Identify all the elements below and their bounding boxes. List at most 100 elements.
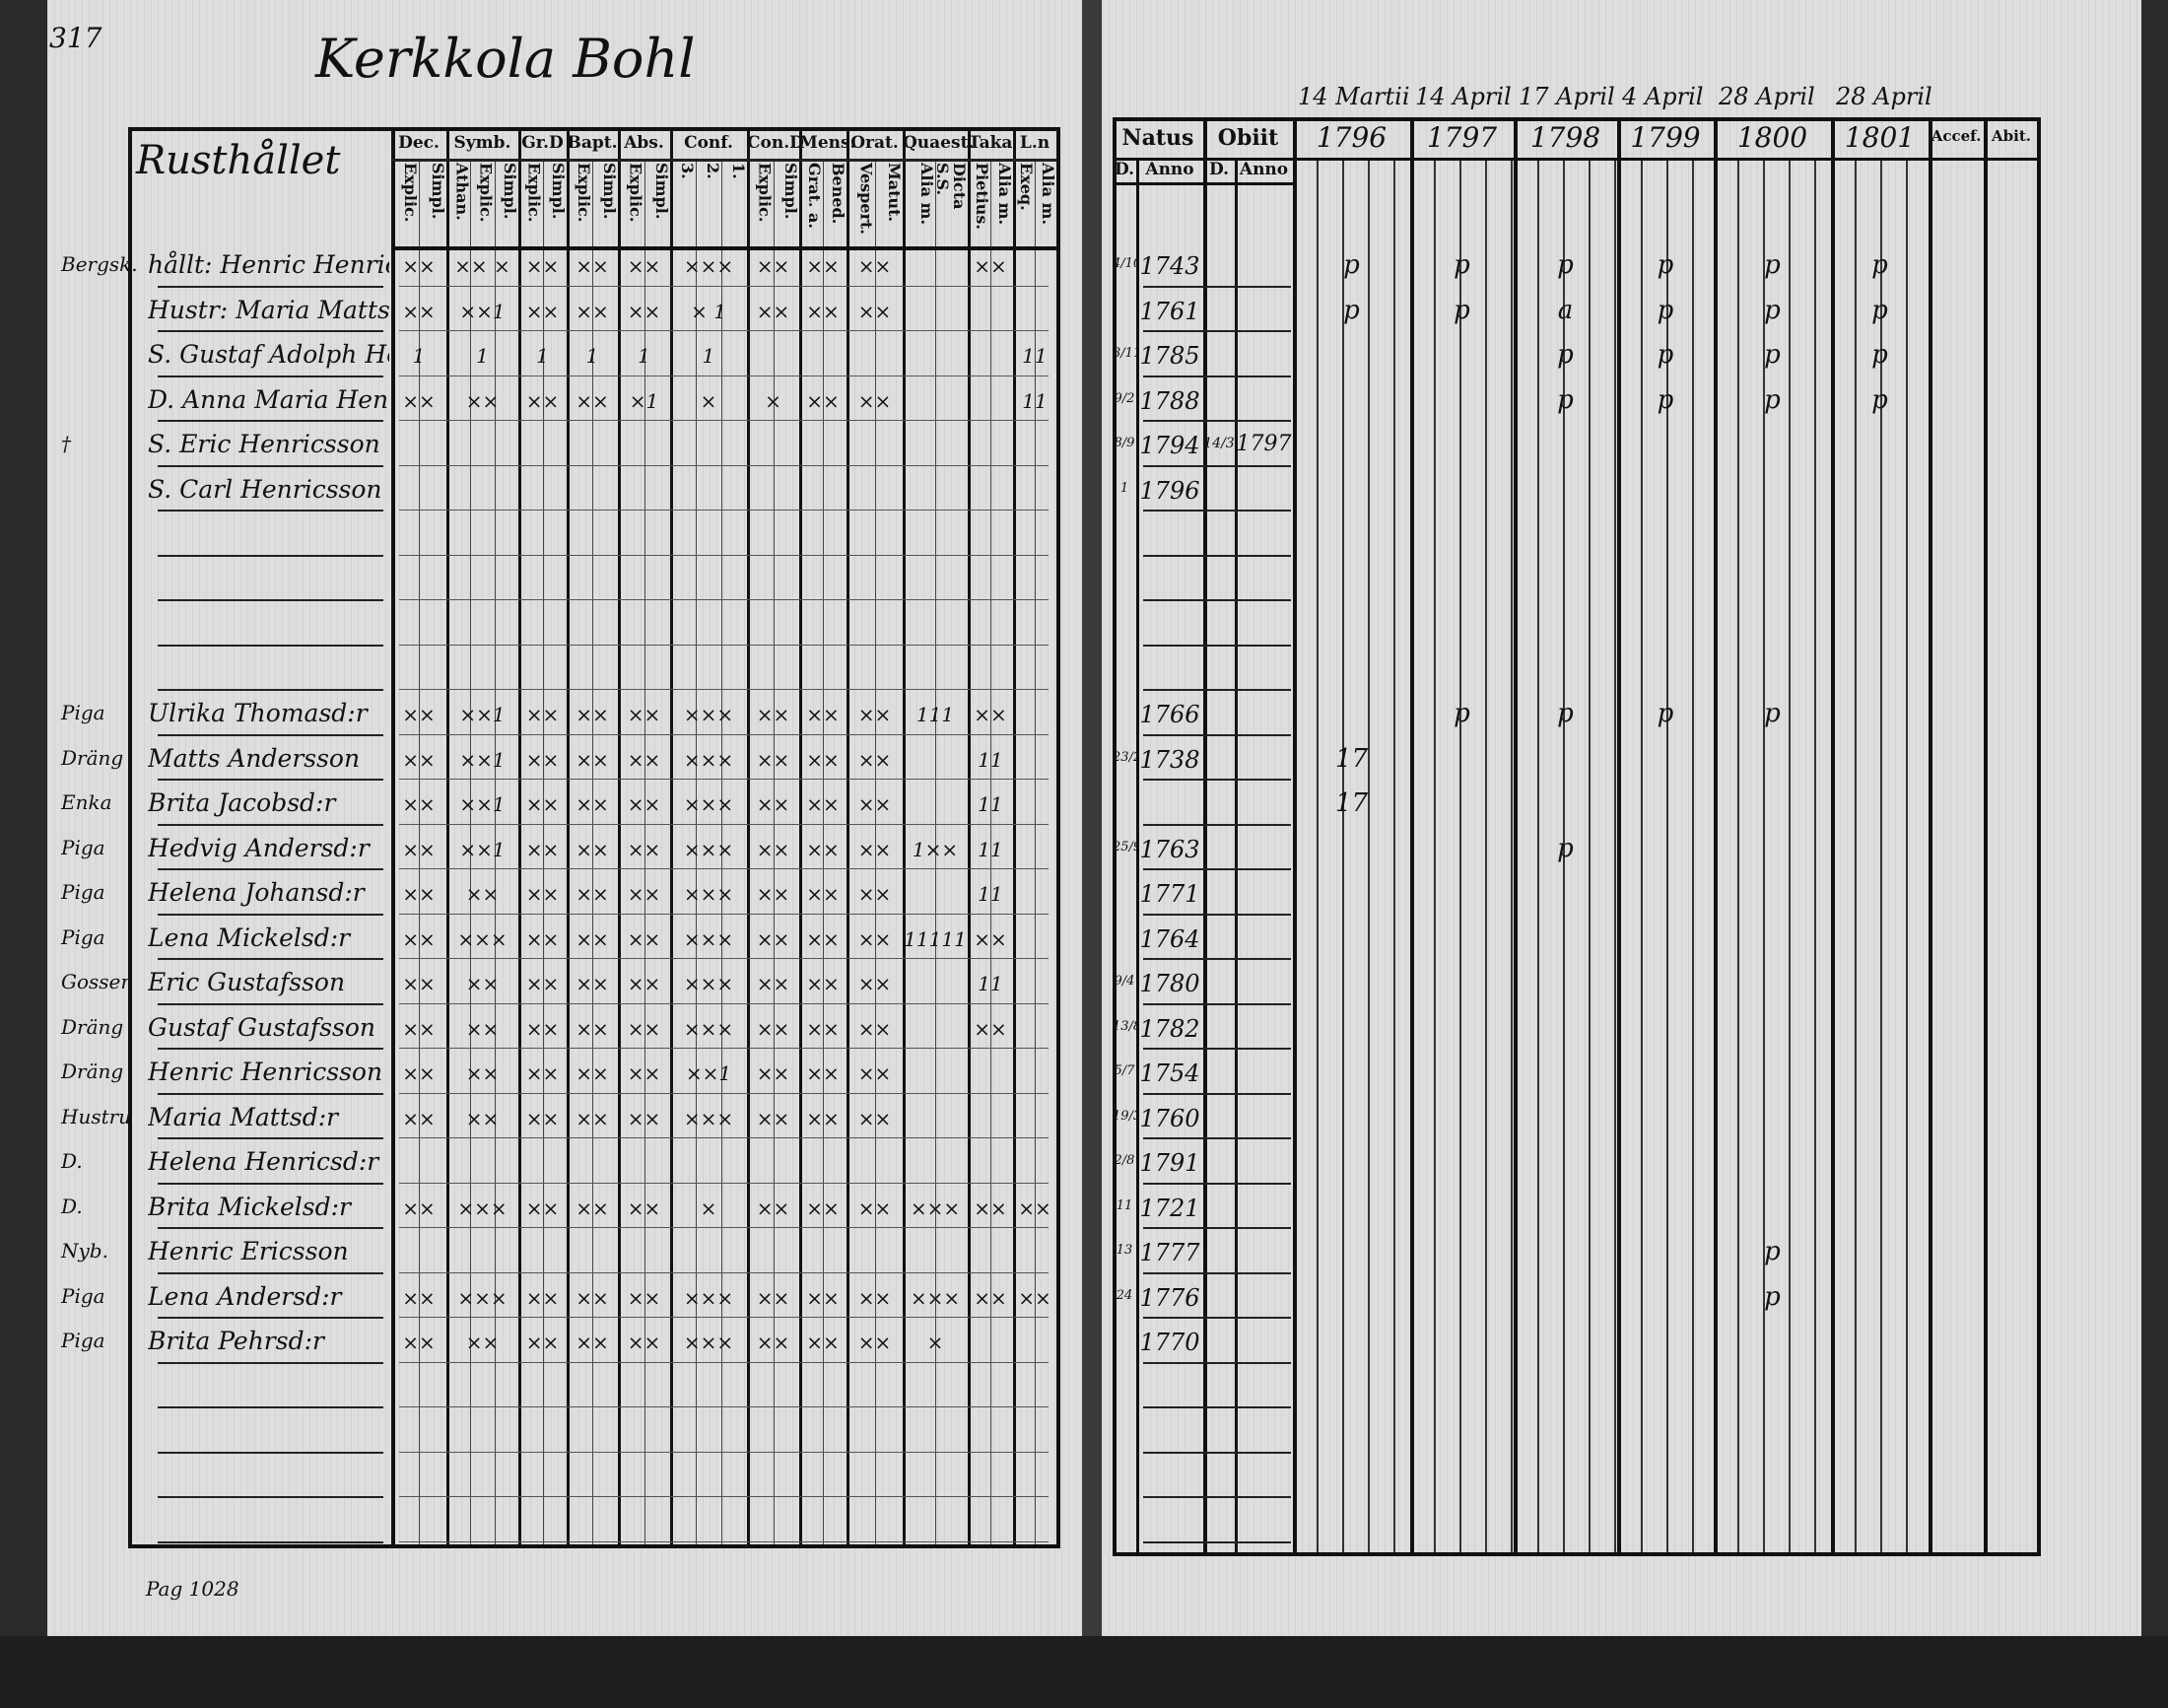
exam-mark: ×× xyxy=(857,792,892,816)
exam-mark: 11 xyxy=(978,837,1003,861)
exam-mark: ××1 xyxy=(685,1061,732,1085)
column-divider xyxy=(847,127,849,1544)
birth-year: 1794 xyxy=(1139,432,1200,459)
communion-mark: p xyxy=(1454,295,1470,325)
communion-mark: a xyxy=(1557,295,1574,325)
birth-year: 1761 xyxy=(1139,297,1200,325)
exam-mark: ×× xyxy=(974,1285,1007,1310)
column-header: Dec. xyxy=(398,133,440,153)
exam-mark: ××× xyxy=(683,1106,734,1130)
row-rule xyxy=(158,1406,383,1408)
obiit-day-header: D. xyxy=(1208,160,1230,179)
exam-mark: ×× xyxy=(756,254,790,278)
birth-year: 1796 xyxy=(1139,476,1200,505)
exam-mark: ×× xyxy=(756,747,790,772)
exam-mark: ×× xyxy=(806,1285,840,1310)
exam-mark: ×× xyxy=(402,972,436,995)
row-margin-note: Bergsk. xyxy=(61,252,138,276)
row-rule xyxy=(158,285,383,288)
exam-mark: ×× xyxy=(1018,1196,1051,1220)
row-rule xyxy=(1143,689,1291,691)
communion-mark: p xyxy=(1871,295,1888,325)
exam-mark: ×× xyxy=(627,972,661,995)
birth-year: 1760 xyxy=(1139,1104,1200,1132)
row-rule xyxy=(158,823,383,826)
row-rule xyxy=(158,1002,383,1005)
exam-mark: ××× xyxy=(910,1285,961,1310)
exam-mark: ×× xyxy=(627,1061,661,1085)
row-rule xyxy=(399,554,1049,556)
exam-mark: ×× xyxy=(806,703,840,726)
column-divider xyxy=(518,127,521,1544)
exam-mark: ×× xyxy=(525,1016,560,1041)
row-rule xyxy=(399,1048,1049,1049)
sub-column-divider xyxy=(1235,158,1238,1552)
year-header: 1801 xyxy=(1844,121,1916,154)
row-rule xyxy=(399,868,1049,869)
exam-mark: ×× xyxy=(402,1196,436,1220)
column-divider xyxy=(903,127,906,1544)
column-divider xyxy=(670,127,673,1544)
accef-header: Accef. xyxy=(1931,127,1982,145)
exam-mark: ×× xyxy=(525,972,560,995)
column-header: Taka xyxy=(968,133,1013,153)
exam-mark: ×× xyxy=(806,254,840,278)
row-rule xyxy=(158,554,383,557)
communion-date: 28 April xyxy=(1719,83,1815,110)
birth-year: 1782 xyxy=(1139,1014,1200,1043)
exam-mark: ×× xyxy=(857,703,892,726)
row-margin-note: Dräng xyxy=(61,1014,124,1039)
row-rule xyxy=(158,1496,383,1498)
exam-mark: ×× xyxy=(576,703,609,726)
column-header: Quaest. xyxy=(903,133,975,153)
year-subcolumns xyxy=(1617,158,1714,1552)
communion-mark: p xyxy=(1557,340,1574,370)
column-subheader: Vespert. xyxy=(856,163,875,235)
exam-mark: ××1 xyxy=(459,792,506,816)
exam-mark: ×× xyxy=(627,703,661,726)
exam-mark: ×× xyxy=(806,837,840,861)
page-number: 317 xyxy=(49,22,102,54)
row-rule xyxy=(399,958,1049,959)
sub-column-divider xyxy=(470,159,472,1544)
exam-mark: ×× xyxy=(857,926,892,951)
exam-mark: ×× xyxy=(857,747,892,772)
column-subheader: Alia m. xyxy=(917,163,935,226)
exam-mark: ×× xyxy=(857,254,892,278)
row-rule xyxy=(1143,1361,1291,1364)
communion-date: 17 April xyxy=(1519,83,1615,110)
birth-year: 1791 xyxy=(1139,1149,1200,1177)
birth-day: 1 xyxy=(1119,480,1129,496)
exam-mark: ×× xyxy=(402,1061,436,1085)
row-rule xyxy=(158,1361,383,1364)
exam-mark: ×× xyxy=(402,747,436,772)
exam-mark: ×× xyxy=(857,1285,892,1310)
row-rule xyxy=(1143,1092,1291,1095)
communion-date: 14 April xyxy=(1415,83,1512,110)
exam-mark: ×× xyxy=(465,1331,500,1354)
birth-year: 1785 xyxy=(1139,342,1200,370)
exam-mark: ××× xyxy=(457,1196,508,1220)
exam-mark: ×× xyxy=(756,882,790,906)
exam-mark: ××× xyxy=(683,747,734,772)
birth-year: 1771 xyxy=(1139,880,1200,908)
birth-day: 4/10 xyxy=(1113,256,1136,271)
row-rule xyxy=(1143,823,1291,826)
exam-mark: ×× xyxy=(576,1106,609,1130)
exam-mark: ×× xyxy=(857,1331,892,1354)
birth-day: 9/4 xyxy=(1114,974,1135,989)
row-rule xyxy=(1143,779,1291,781)
birth-day: 13 xyxy=(1116,1243,1133,1258)
row-rule xyxy=(399,1451,1049,1453)
exam-mark: 111 xyxy=(915,703,955,726)
exam-mark: ×× xyxy=(402,1016,436,1041)
row-rule xyxy=(158,733,383,736)
exam-mark: ×× xyxy=(806,882,840,906)
row-rule xyxy=(1143,1182,1291,1185)
natus-year-header: Anno xyxy=(1145,160,1194,179)
birth-day: 19/3 xyxy=(1113,1108,1136,1124)
year-header: 1797 xyxy=(1426,121,1498,154)
book-binding xyxy=(1082,0,1102,1708)
row-rule xyxy=(158,375,383,377)
row-rule xyxy=(399,1092,1049,1094)
